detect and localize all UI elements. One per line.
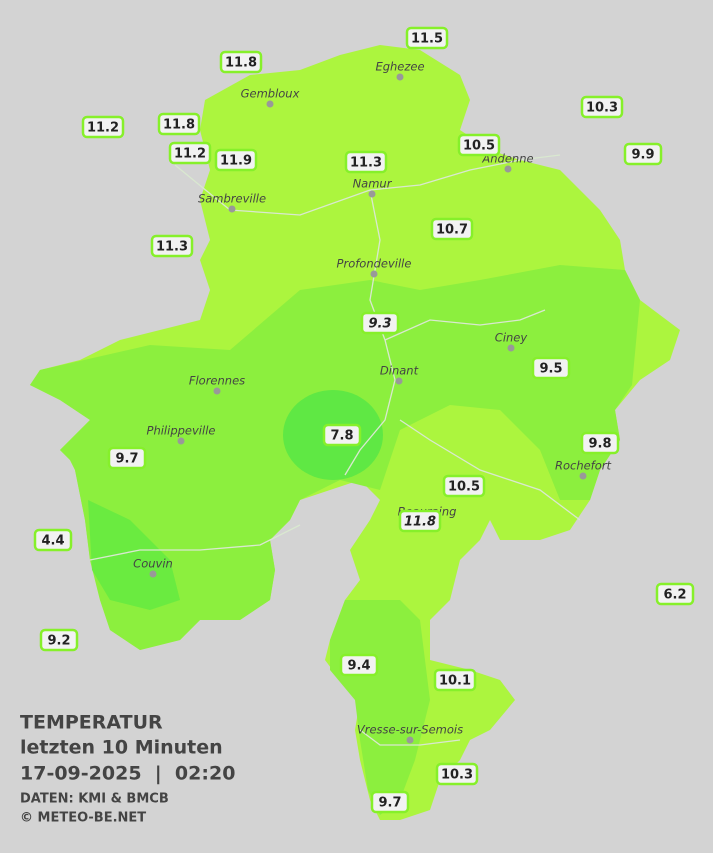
legend-datetime: 17-09-2025 | 02:20 [20, 763, 235, 785]
station-value: 9.9 [631, 148, 654, 163]
station-value: 10.1 [439, 674, 471, 689]
station-box [433, 668, 477, 692]
station-value: 9.3 [368, 317, 391, 332]
station-box [339, 653, 379, 677]
city-label: Eghezee [375, 60, 424, 74]
station-value: 11.8 [225, 56, 257, 71]
station-box [168, 141, 212, 165]
station-value: 10.5 [448, 480, 480, 495]
station-box [405, 26, 449, 50]
city-label: Sambreville [198, 192, 266, 206]
city-label: Dinant [380, 364, 419, 378]
station-box [580, 95, 624, 119]
station-value: 11.3 [350, 156, 382, 171]
legend-period: letzten 10 Minuten [20, 737, 223, 759]
station-box [531, 356, 571, 380]
city-dot [579, 472, 587, 480]
station-box [81, 115, 125, 139]
station-value: 7.8 [330, 429, 353, 444]
station-value: 9.7 [378, 796, 401, 811]
station-value: 9.2 [47, 634, 70, 649]
station-value: 11.8 [404, 515, 436, 530]
city-dot [504, 165, 512, 173]
station-box [398, 509, 442, 533]
station-value: 11.2 [174, 147, 206, 162]
city-label: Ciney [495, 331, 528, 345]
station-box [214, 148, 258, 172]
station-box [655, 582, 695, 606]
legend-title: TEMPERATUR [20, 712, 163, 734]
city-dot [368, 190, 376, 198]
station-box [39, 628, 79, 652]
city-dot [266, 100, 274, 108]
city-dot [507, 344, 515, 352]
station-box [435, 762, 479, 786]
station-box [33, 528, 73, 552]
city-label: Gembloux [241, 87, 300, 101]
city-dot [370, 270, 378, 278]
cold-spot [88, 500, 180, 610]
station-value: 10.7 [436, 223, 468, 238]
station-box [157, 112, 201, 136]
station-value: 4.4 [41, 534, 64, 549]
city-label: Vresse-sur-Semois [357, 723, 463, 737]
city-label: Couvin [133, 557, 173, 571]
station-value: 11.9 [220, 154, 252, 169]
city-dot [149, 570, 157, 578]
city-dot [228, 205, 236, 213]
station-box [442, 474, 486, 498]
station-box [457, 133, 501, 157]
station-box [344, 150, 388, 174]
station-value: 11.2 [87, 121, 119, 136]
station-box [360, 311, 400, 335]
station-value: 9.7 [115, 452, 138, 467]
city-dot [177, 437, 185, 445]
station-value: 9.8 [588, 437, 611, 452]
station-value: 11.3 [156, 240, 188, 255]
station-value: 9.4 [347, 659, 370, 674]
station-value: 10.3 [586, 101, 618, 116]
legend-copyright: © METEO-BE.NET [20, 811, 146, 826]
station-value: 6.2 [663, 588, 686, 603]
city-label: Namur [353, 177, 393, 191]
station-value: 11.8 [163, 118, 195, 133]
legend-source: DATEN: KMI & BMCB [20, 792, 169, 807]
station-value: 9.5 [539, 362, 562, 377]
station-box [219, 50, 263, 74]
station-value: 10.5 [463, 139, 495, 154]
city-label: Philippeville [147, 424, 216, 438]
city-label: Rochefort [555, 459, 612, 473]
station-value: 11.5 [411, 32, 443, 47]
city-dot [395, 377, 403, 385]
city-dot [213, 387, 221, 395]
station-box [107, 446, 147, 470]
city-label: Florennes [189, 374, 245, 388]
station-box [580, 431, 620, 455]
station-box [430, 217, 474, 241]
city-dot [406, 736, 414, 744]
station-box [150, 234, 194, 258]
rivers [89, 154, 581, 746]
station-box [322, 423, 362, 447]
city-dot [396, 73, 404, 81]
station-box [370, 790, 410, 814]
station-box [623, 142, 663, 166]
city-label: Profondeville [337, 257, 412, 271]
station-value: 10.3 [441, 768, 473, 783]
